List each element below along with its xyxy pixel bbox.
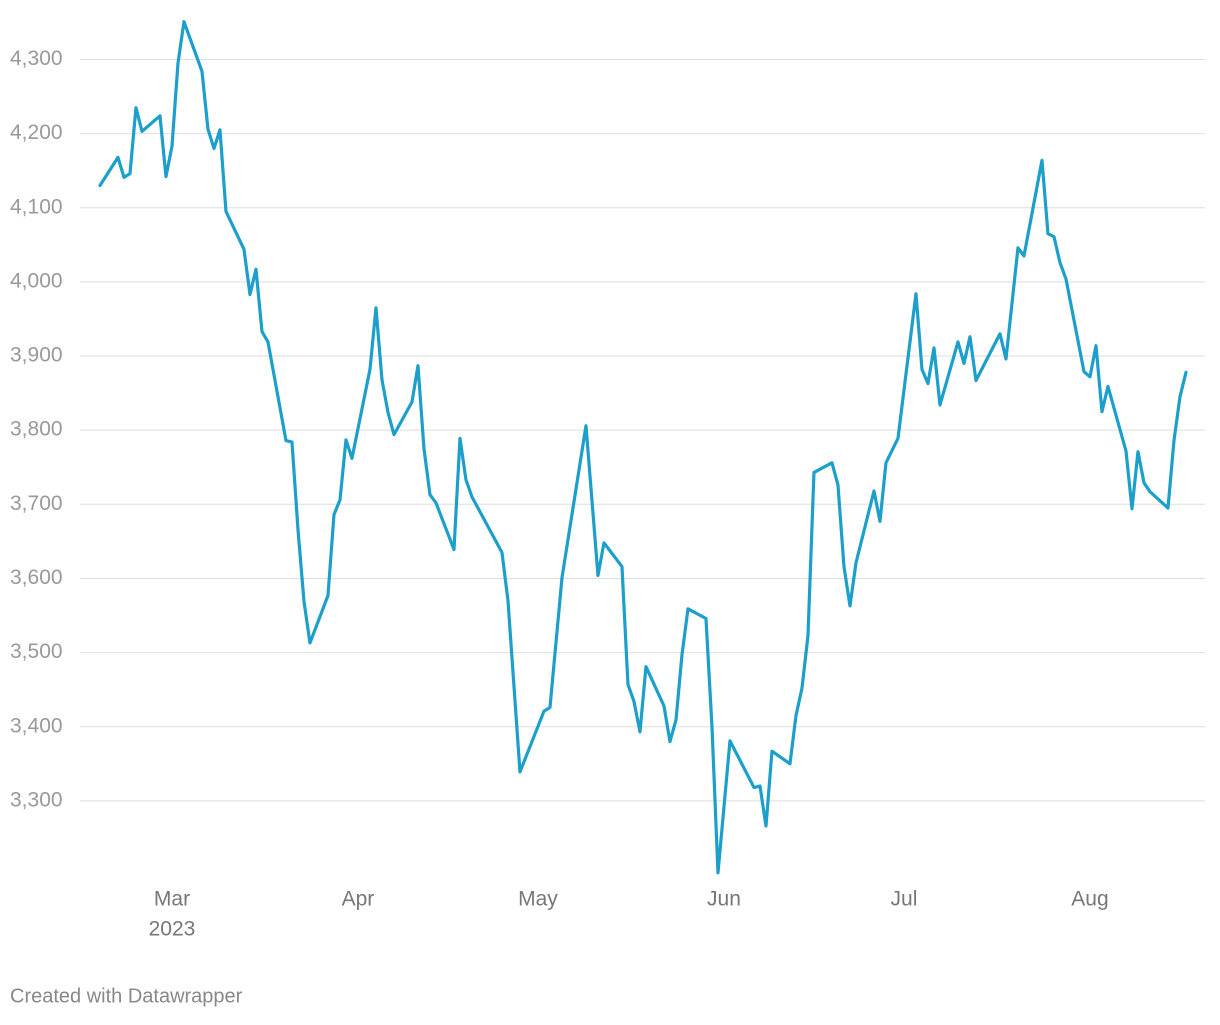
- footer: Created with Datawrapper: [10, 985, 243, 1007]
- y-tick-label: 3,800: [10, 418, 63, 441]
- y-tick-label: 3,900: [10, 344, 63, 367]
- x-tick-label: Aug: [1071, 888, 1108, 911]
- y-tick-label: 3,300: [10, 788, 63, 811]
- y-tick-label: 3,500: [10, 640, 63, 663]
- x-tick-label: Apr: [342, 888, 375, 911]
- x-year-label: 2023: [149, 918, 196, 941]
- line-series: [98, 20, 1188, 875]
- y-tick-label: 4,000: [10, 269, 63, 292]
- y-tick-label: 3,400: [10, 714, 63, 737]
- y-tick-label: 4,300: [10, 47, 63, 70]
- x-tick-label: Jun: [707, 888, 741, 911]
- y-tick-label: 4,200: [10, 121, 63, 144]
- y-tick-label: 4,100: [10, 195, 63, 218]
- x-tick-label: Mar: [154, 888, 190, 911]
- y-tick-label: 3,700: [10, 492, 63, 515]
- y-tick-label: 3,600: [10, 566, 63, 589]
- x-tick-label: May: [518, 888, 558, 911]
- x-tick-label: Jul: [891, 888, 918, 911]
